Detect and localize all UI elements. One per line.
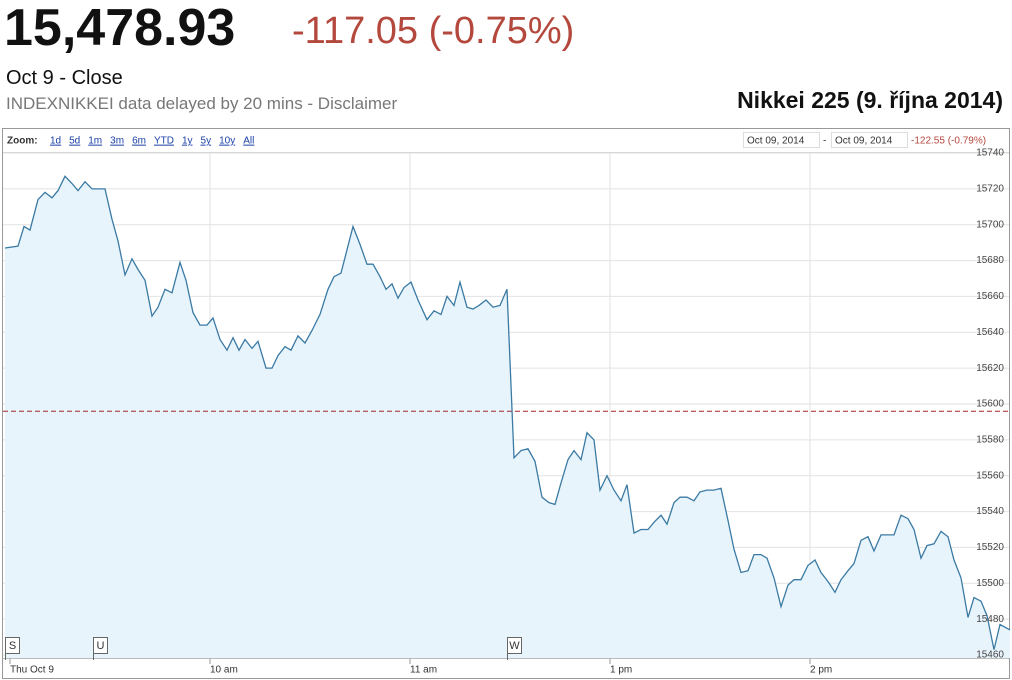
- y-tick-label: 15620: [976, 363, 1004, 374]
- x-tick-label: 10 am: [210, 665, 238, 676]
- zoom-option[interactable]: 5y: [201, 136, 212, 147]
- chart-title: Nikkei 225 (9. října 2014): [737, 87, 1003, 113]
- y-tick-label: 15480: [976, 614, 1004, 625]
- event-flag: U: [97, 640, 105, 652]
- source-note: INDEXNIKKEI data delayed by 20 mins - Di…: [6, 94, 398, 113]
- flag-box: [5, 637, 20, 654]
- y-tick-label: 15520: [976, 542, 1004, 553]
- zoom-options: 1d 5d 1m 3m 6m YTD 1y 5y 10y All: [50, 136, 254, 147]
- area-fill: [5, 176, 1010, 659]
- y-tick-label: 15720: [976, 183, 1004, 194]
- x-tick-label: Thu Oct 9: [10, 665, 54, 676]
- zoom-option[interactable]: 1d: [50, 136, 61, 147]
- zoom-option[interactable]: YTD: [154, 136, 174, 147]
- event-flag: S: [9, 640, 16, 652]
- zoom-option[interactable]: 3m: [110, 136, 124, 147]
- zoom-option[interactable]: 6m: [132, 136, 146, 147]
- x-tick-label: 1 pm: [610, 665, 632, 676]
- x-tick-label: 2 pm: [810, 665, 832, 676]
- y-tick-label: 15540: [976, 506, 1004, 517]
- flag-box: [93, 637, 108, 654]
- zoom-option[interactable]: 5d: [69, 136, 80, 147]
- price-change: -117.05 (-0.75%): [292, 10, 575, 52]
- flag-box: [507, 637, 522, 654]
- event-flag: W: [509, 640, 520, 652]
- x-tick-label: 11 am: [410, 665, 437, 676]
- range-end-box: [831, 132, 908, 148]
- y-tick-label: 15640: [976, 327, 1004, 338]
- y-tick-label: 15660: [976, 291, 1004, 302]
- y-tick-label: 15580: [976, 434, 1004, 445]
- y-tick-label: 15600: [976, 399, 1004, 410]
- zoom-option[interactable]: 1y: [182, 136, 193, 147]
- y-tick-label: 15460: [976, 650, 1004, 661]
- range-change: -122.55 (-0.79%): [911, 136, 986, 147]
- y-tick-label: 15680: [976, 255, 1004, 266]
- range-start-box: [743, 132, 820, 148]
- range-separator: -: [823, 136, 826, 147]
- y-tick-label: 15740: [976, 148, 1004, 159]
- range-start[interactable]: Oct 09, 2014: [747, 136, 805, 147]
- zoom-option[interactable]: 10y: [219, 136, 235, 147]
- y-tick-label: 15560: [976, 470, 1004, 481]
- y-tick-label: 15500: [976, 578, 1004, 589]
- price-line: [4, 175, 1011, 650]
- zoom-label: Zoom:: [7, 136, 38, 147]
- price: 15,478.93: [4, 0, 236, 57]
- y-tick-label: 15700: [976, 219, 1004, 230]
- zoom-option[interactable]: All: [243, 136, 254, 147]
- range-end[interactable]: Oct 09, 2014: [835, 136, 893, 147]
- status: Oct 9 - Close: [6, 67, 123, 89]
- zoom-option[interactable]: 1m: [88, 136, 102, 147]
